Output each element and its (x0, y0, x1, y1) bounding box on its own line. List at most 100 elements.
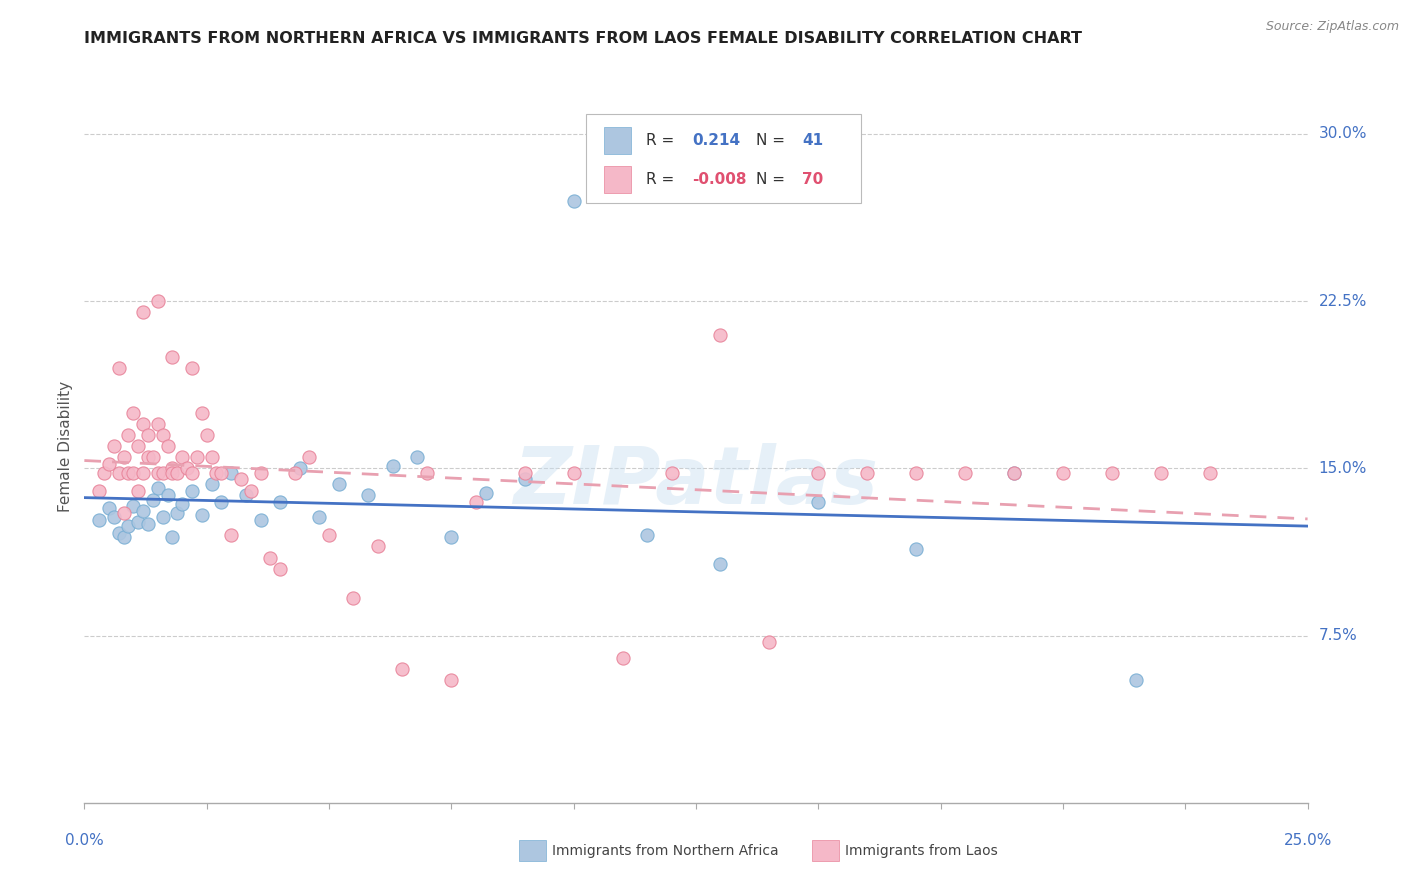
Text: 25.0%: 25.0% (1284, 833, 1331, 848)
Point (709, 327, 731, 342)
Point (146, 482, 169, 496)
Text: 7.5%: 7.5% (1319, 628, 1357, 643)
Point (93, 466, 115, 480)
Point (181, 483, 204, 498)
Point (146, 293, 169, 308)
Point (513, 466, 536, 480)
Point (132, 305, 155, 319)
Point (162, 530, 184, 544)
Point (1150, 466, 1173, 480)
Point (103, 510, 125, 524)
Point (162, 466, 184, 480)
Point (219, 466, 242, 480)
Point (1052, 466, 1074, 480)
Point (127, 515, 149, 529)
Point (136, 517, 159, 532)
Point (1125, 673, 1147, 687)
Point (249, 512, 271, 526)
Point (172, 497, 194, 511)
Text: N =: N = (756, 172, 790, 186)
Point (416, 466, 439, 480)
Text: 30.0%: 30.0% (1319, 127, 1367, 141)
Point (807, 466, 830, 480)
Point (146, 417, 169, 431)
Point (1002, 466, 1025, 480)
Point (269, 562, 291, 576)
Point (440, 673, 463, 687)
Point (107, 466, 129, 480)
Text: IMMIGRANTS FROM NORTHERN AFRICA VS IMMIGRANTS FROM LAOS FEMALE DISABILITY CORREL: IMMIGRANTS FROM NORTHERN AFRICA VS IMMIG… (84, 31, 1083, 46)
Text: R =: R = (645, 172, 679, 186)
Text: 22.5%: 22.5% (1319, 293, 1367, 309)
Point (856, 466, 879, 480)
Point (87, 512, 110, 526)
Point (357, 488, 380, 502)
Point (308, 510, 330, 524)
Point (127, 483, 149, 498)
Point (132, 503, 155, 517)
Point (318, 528, 340, 542)
Point (162, 461, 184, 475)
FancyBboxPatch shape (813, 840, 839, 862)
Point (288, 461, 311, 475)
Point (1101, 466, 1123, 480)
Text: N =: N = (756, 133, 790, 148)
Point (249, 466, 271, 480)
Point (200, 450, 222, 465)
Point (191, 508, 214, 523)
Y-axis label: Female Disability: Female Disability (58, 380, 73, 512)
Point (132, 466, 155, 480)
FancyBboxPatch shape (586, 114, 860, 203)
Text: 70: 70 (803, 172, 824, 186)
Point (186, 450, 208, 465)
Point (97, 457, 120, 471)
Point (122, 405, 145, 420)
Text: 41: 41 (803, 133, 824, 148)
Text: 0.214: 0.214 (692, 133, 741, 148)
Text: -0.008: -0.008 (692, 172, 747, 186)
Point (156, 439, 179, 453)
Text: 0.0%: 0.0% (65, 833, 104, 848)
Point (87, 483, 110, 498)
Point (474, 485, 496, 500)
Point (122, 500, 145, 514)
Point (464, 494, 486, 508)
Point (513, 473, 536, 487)
Point (235, 488, 257, 502)
Point (205, 466, 228, 480)
FancyBboxPatch shape (605, 127, 631, 154)
Point (259, 550, 281, 565)
Point (176, 461, 198, 475)
Point (181, 466, 204, 480)
Point (709, 557, 731, 572)
Point (200, 476, 222, 491)
Text: R =: R = (645, 133, 679, 148)
Point (103, 439, 125, 453)
Point (905, 466, 928, 480)
Point (328, 476, 350, 491)
Point (107, 526, 129, 541)
Point (953, 466, 976, 480)
Point (239, 483, 262, 498)
Point (562, 466, 585, 480)
FancyBboxPatch shape (605, 166, 631, 193)
Point (142, 492, 165, 507)
Point (132, 417, 155, 431)
Point (156, 488, 179, 502)
Point (191, 405, 214, 420)
Point (284, 466, 307, 480)
Point (807, 494, 830, 508)
Point (209, 494, 232, 508)
Point (181, 360, 204, 375)
Point (1002, 466, 1025, 480)
Point (136, 427, 159, 442)
Point (146, 466, 169, 480)
Point (219, 528, 242, 542)
Text: Immigrants from Northern Africa: Immigrants from Northern Africa (551, 844, 779, 857)
Text: ZIPatlas: ZIPatlas (513, 442, 879, 521)
Point (142, 450, 165, 465)
Point (562, 194, 585, 208)
Point (367, 539, 389, 553)
FancyBboxPatch shape (519, 840, 546, 862)
Point (342, 591, 364, 605)
